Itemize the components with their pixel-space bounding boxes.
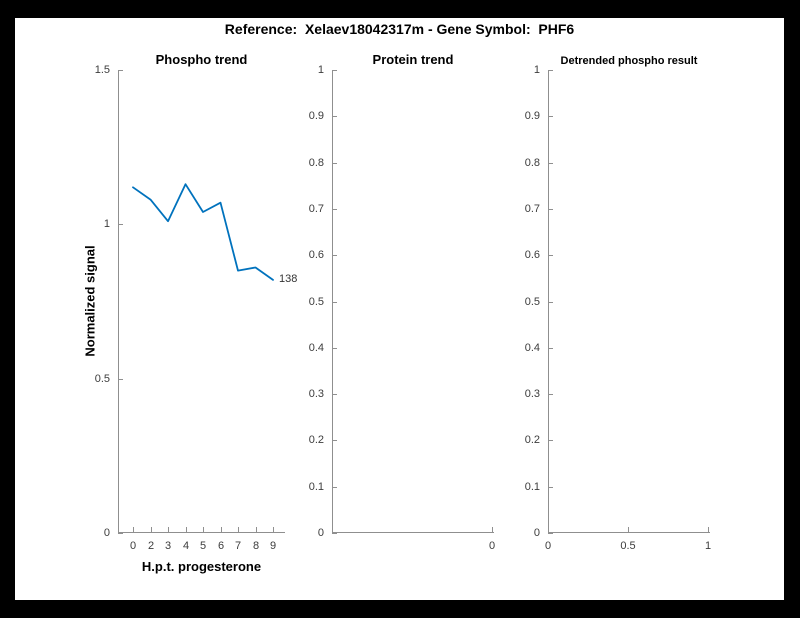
y-tick-label: 0.9	[524, 110, 540, 122]
y-tick-label: 0.5	[94, 373, 110, 385]
x-tick-label: 0	[488, 540, 496, 552]
y-tick-mark	[548, 70, 553, 71]
y-tick-mark	[548, 394, 553, 395]
x-tick-mark	[186, 527, 187, 532]
y-tick-mark	[332, 209, 337, 210]
y-tick-mark	[118, 533, 123, 534]
y-tick-mark	[332, 487, 337, 488]
y-tick-mark	[548, 533, 553, 534]
x-tick-label: 0	[129, 540, 137, 552]
protein-y-axis-spine	[332, 70, 333, 533]
y-tick-label: 1.5	[94, 64, 110, 76]
phospho-y-axis-spine	[118, 70, 119, 533]
x-tick-label: 4	[182, 540, 190, 552]
phospho-trend-axes: Phospho trend 138 Normalized signal H.p.…	[83, 52, 298, 574]
figure-title: Reference: Xelaev18042317m - Gene Symbol…	[224, 21, 575, 37]
y-tick-label: 0.7	[308, 203, 324, 215]
y-tick-label: 0.3	[524, 388, 540, 400]
y-tick-mark	[332, 348, 337, 349]
y-tick-mark	[332, 163, 337, 164]
y-tick-label: 0.5	[524, 296, 540, 308]
detrended-x-axis-spine	[548, 532, 710, 533]
y-tick-label: 0.8	[308, 157, 324, 169]
x-tick-mark	[273, 527, 274, 532]
y-tick-label: 0.3	[308, 388, 324, 400]
y-tick-mark	[332, 255, 337, 256]
x-tick-label: 8	[252, 540, 260, 552]
y-tick-label: 0.2	[524, 434, 540, 446]
y-tick-label: 0.2	[308, 434, 324, 446]
y-tick-label: 1	[317, 64, 324, 76]
y-tick-mark	[332, 116, 337, 117]
y-tick-mark	[548, 487, 553, 488]
phospho-trend-title: Phospho trend	[155, 52, 248, 67]
x-tick-mark	[708, 527, 709, 532]
x-tick-label: 0	[544, 540, 552, 552]
y-tick-label: 0.9	[308, 110, 324, 122]
x-tick-mark	[151, 527, 152, 532]
x-tick-mark	[238, 527, 239, 532]
y-tick-mark	[332, 533, 337, 534]
y-tick-label: 0.7	[524, 203, 540, 215]
x-tick-label: 9	[269, 540, 277, 552]
figure-canvas: Reference: Xelaev18042317m - Gene Symbol…	[15, 18, 784, 600]
y-tick-label: 1	[533, 64, 540, 76]
protein-trend-title: Protein trend	[372, 52, 454, 67]
x-tick-mark	[492, 527, 493, 532]
y-tick-mark	[332, 394, 337, 395]
y-tick-label: 0	[317, 527, 324, 539]
y-tick-label: 0.1	[308, 481, 324, 493]
y-tick-label: 1	[103, 218, 110, 230]
phospho-x-axis-label: H.p.t. progesterone	[141, 559, 262, 574]
y-tick-mark	[548, 302, 553, 303]
y-tick-label: 0.6	[308, 249, 324, 261]
x-tick-mark	[203, 527, 204, 532]
y-tick-label: 0.4	[308, 342, 324, 354]
x-tick-mark	[221, 527, 222, 532]
y-tick-label: 0	[103, 527, 110, 539]
x-tick-label: 0.5	[620, 540, 636, 552]
x-tick-label: 2	[147, 540, 155, 552]
x-tick-label: 6	[217, 540, 225, 552]
x-tick-label: 7	[234, 540, 242, 552]
detrended-phospho-title: Detrended phospho result	[560, 55, 698, 67]
phospho-x-axis-spine	[118, 532, 285, 533]
protein-trend-axes: Protein trend 0 0.1 0.2 0.3 0.4 0.5 0.6 0.7 0.8 0…	[309, 52, 495, 552]
y-tick-mark	[332, 302, 337, 303]
y-tick-mark	[548, 116, 553, 117]
phospho-y-axis-label: Normalized signal	[82, 245, 98, 357]
y-tick-mark	[332, 440, 337, 441]
y-tick-mark	[548, 348, 553, 349]
y-tick-label: 0.5	[308, 296, 324, 308]
y-tick-mark	[548, 440, 553, 441]
phospho-trend-line	[132, 183, 274, 281]
detrended-y-axis-spine	[548, 70, 549, 533]
y-tick-mark	[118, 224, 123, 225]
y-tick-label: 0.4	[524, 342, 540, 354]
x-tick-label: 1	[704, 540, 712, 552]
x-tick-mark	[133, 527, 134, 532]
y-tick-label: 0.6	[524, 249, 540, 261]
protein-x-axis-spine	[332, 532, 494, 533]
y-tick-mark	[332, 70, 337, 71]
x-tick-mark	[628, 527, 629, 532]
y-tick-mark	[548, 255, 553, 256]
y-tick-label: 0.1	[524, 481, 540, 493]
y-tick-mark	[548, 209, 553, 210]
y-tick-label: 0.8	[524, 157, 540, 169]
y-tick-label: 0	[533, 527, 540, 539]
x-tick-label: 5	[199, 540, 207, 552]
y-tick-mark	[118, 379, 123, 380]
detrended-phospho-axes: Detrended phospho result 0 0.1 0.2 0.3 0.4 0.…	[525, 55, 711, 552]
y-tick-mark	[118, 70, 123, 71]
series-end-label: 138	[279, 273, 298, 285]
x-tick-mark	[548, 527, 549, 532]
y-tick-mark	[548, 163, 553, 164]
x-tick-mark	[256, 527, 257, 532]
x-tick-mark	[168, 527, 169, 532]
x-tick-label: 3	[164, 540, 172, 552]
